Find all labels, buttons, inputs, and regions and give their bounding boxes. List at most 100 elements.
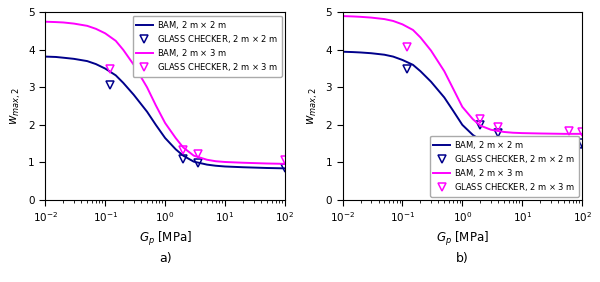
BAM, 2 m $\times$ 2 m (487, 142, 494, 145)
BAM, 2 m $\times$ 2 m (427, 80, 434, 83)
BAM, 2 m $\times$ 2 m (578, 146, 586, 149)
Text: b): b) (456, 252, 469, 265)
GLASS CHECKER, 2 m $\times$ 2 m (565, 140, 572, 144)
BAM, 2 m $\times$ 3 m (449, 87, 457, 90)
BAM, 2 m $\times$ 2 m (70, 57, 77, 61)
BAM, 2 m $\times$ 3 m (578, 132, 586, 136)
Line: BAM, 2 m $\times$ 3 m: BAM, 2 m $\times$ 3 m (343, 16, 582, 134)
BAM, 2 m $\times$ 2 m (221, 165, 229, 168)
Line: GLASS CHECKER, 2 m $\times$ 2 m: GLASS CHECKER, 2 m $\times$ 2 m (106, 81, 289, 173)
BAM, 2 m $\times$ 3 m (500, 130, 508, 134)
BAM, 2 m $\times$ 2 m (263, 166, 271, 170)
BAM, 2 m $\times$ 3 m (190, 154, 197, 157)
BAM, 2 m $\times$ 2 m (469, 133, 476, 137)
BAM, 2 m $\times$ 2 m (101, 67, 109, 70)
BAM, 2 m $\times$ 3 m (263, 162, 271, 165)
BAM, 2 m $\times$ 3 m (417, 36, 424, 39)
BAM, 2 m $\times$ 3 m (83, 24, 91, 28)
BAM, 2 m $\times$ 3 m (459, 105, 466, 109)
BAM, 2 m $\times$ 3 m (179, 146, 187, 149)
BAM, 2 m $\times$ 2 m (119, 81, 127, 85)
BAM, 2 m $\times$ 3 m (440, 70, 448, 73)
BAM, 2 m $\times$ 2 m (440, 96, 448, 99)
BAM, 2 m $\times$ 3 m (152, 104, 160, 107)
BAM, 2 m $\times$ 3 m (70, 22, 77, 25)
GLASS CHECKER, 2 m $\times$ 3 m (565, 129, 572, 133)
X-axis label: $G_p$ [MPa]: $G_p$ [MPa] (436, 230, 489, 248)
BAM, 2 m $\times$ 3 m (92, 27, 100, 30)
BAM, 2 m $\times$ 2 m (52, 55, 59, 59)
BAM, 2 m $\times$ 3 m (509, 131, 517, 135)
BAM, 2 m $\times$ 2 m (143, 110, 151, 113)
Y-axis label: $w_{max,2}$: $w_{max,2}$ (8, 87, 23, 125)
BAM, 2 m $\times$ 2 m (83, 60, 91, 63)
BAM, 2 m $\times$ 2 m (409, 63, 416, 67)
BAM, 2 m $\times$ 3 m (143, 86, 151, 89)
GLASS CHECKER, 2 m $\times$ 2 m (404, 68, 411, 71)
GLASS CHECKER, 2 m $\times$ 2 m (194, 161, 201, 164)
BAM, 2 m $\times$ 3 m (52, 20, 59, 24)
BAM, 2 m $\times$ 2 m (381, 53, 388, 56)
Line: GLASS CHECKER, 2 m $\times$ 3 m: GLASS CHECKER, 2 m $\times$ 3 m (403, 43, 586, 136)
BAM, 2 m $\times$ 3 m (409, 28, 416, 32)
BAM, 2 m $\times$ 3 m (42, 20, 49, 23)
BAM, 2 m $\times$ 2 m (509, 145, 517, 148)
BAM, 2 m $\times$ 3 m (172, 136, 179, 140)
Line: BAM, 2 m $\times$ 3 m: BAM, 2 m $\times$ 3 m (46, 22, 285, 164)
BAM, 2 m $\times$ 2 m (92, 62, 100, 66)
GLASS CHECKER, 2 m $\times$ 2 m (281, 167, 289, 170)
BAM, 2 m $\times$ 2 m (161, 136, 169, 140)
BAM, 2 m $\times$ 3 m (203, 158, 211, 161)
BAM, 2 m $\times$ 3 m (357, 15, 364, 19)
BAM, 2 m $\times$ 2 m (518, 145, 526, 149)
BAM, 2 m $\times$ 3 m (560, 132, 568, 136)
BAM, 2 m $\times$ 2 m (60, 56, 67, 60)
BAM, 2 m $\times$ 3 m (518, 131, 526, 135)
BAM, 2 m $\times$ 2 m (172, 147, 179, 151)
GLASS CHECKER, 2 m $\times$ 2 m (495, 131, 502, 135)
BAM, 2 m $\times$ 2 m (190, 160, 197, 163)
GLASS CHECKER, 2 m $\times$ 3 m (477, 118, 484, 121)
BAM, 2 m $\times$ 2 m (389, 55, 397, 58)
GLASS CHECKER, 2 m $\times$ 3 m (179, 149, 187, 152)
BAM, 2 m $\times$ 2 m (112, 74, 119, 77)
Line: GLASS CHECKER, 2 m $\times$ 2 m: GLASS CHECKER, 2 m $\times$ 2 m (403, 65, 586, 147)
X-axis label: $G_p$ [MPa]: $G_p$ [MPa] (139, 230, 191, 248)
Line: GLASS CHECKER, 2 m $\times$ 3 m: GLASS CHECKER, 2 m $\times$ 3 m (106, 65, 289, 165)
BAM, 2 m $\times$ 3 m (60, 21, 67, 24)
BAM, 2 m $\times$ 3 m (487, 128, 494, 131)
BAM, 2 m $\times$ 3 m (339, 14, 346, 18)
BAM, 2 m $\times$ 2 m (459, 123, 466, 127)
BAM, 2 m $\times$ 3 m (130, 63, 137, 67)
BAM, 2 m $\times$ 3 m (221, 160, 229, 164)
GLASS CHECKER, 2 m $\times$ 3 m (578, 130, 586, 133)
BAM, 2 m $\times$ 2 m (239, 166, 247, 169)
BAM, 2 m $\times$ 3 m (399, 23, 406, 26)
BAM, 2 m $\times$ 3 m (381, 17, 388, 21)
Legend: BAM, 2 m $\times$ 2 m, GLASS CHECKER, 2 m $\times$ 2 m, BAM, 2 m $\times$ 3 m, G: BAM, 2 m $\times$ 2 m, GLASS CHECKER, 2 … (430, 136, 579, 197)
BAM, 2 m $\times$ 2 m (357, 51, 364, 54)
GLASS CHECKER, 2 m $\times$ 3 m (404, 45, 411, 49)
BAM, 2 m $\times$ 3 m (161, 121, 169, 125)
BAM, 2 m $\times$ 2 m (449, 109, 457, 112)
BAM, 2 m $\times$ 3 m (119, 48, 127, 52)
BAM, 2 m $\times$ 3 m (212, 160, 220, 163)
Line: BAM, 2 m $\times$ 2 m: BAM, 2 m $\times$ 2 m (46, 57, 285, 168)
GLASS CHECKER, 2 m $\times$ 3 m (106, 68, 113, 71)
BAM, 2 m $\times$ 3 m (281, 162, 289, 166)
GLASS CHECKER, 2 m $\times$ 2 m (477, 123, 484, 127)
BAM, 2 m $\times$ 2 m (417, 70, 424, 73)
BAM, 2 m $\times$ 2 m (368, 52, 375, 55)
GLASS CHECKER, 2 m $\times$ 2 m (179, 157, 187, 160)
BAM, 2 m $\times$ 2 m (339, 50, 346, 53)
BAM, 2 m $\times$ 2 m (203, 163, 211, 166)
BAM, 2 m $\times$ 3 m (349, 15, 356, 18)
GLASS CHECKER, 2 m $\times$ 3 m (194, 152, 201, 156)
BAM, 2 m $\times$ 2 m (477, 138, 484, 142)
BAM, 2 m $\times$ 2 m (179, 154, 187, 157)
BAM, 2 m $\times$ 2 m (536, 146, 544, 149)
Legend: BAM, 2 m $\times$ 2 m, GLASS CHECKER, 2 m $\times$ 2 m, BAM, 2 m $\times$ 3 m, G: BAM, 2 m $\times$ 2 m, GLASS CHECKER, 2 … (133, 16, 281, 77)
BAM, 2 m $\times$ 2 m (560, 146, 568, 149)
BAM, 2 m $\times$ 3 m (389, 19, 397, 23)
BAM, 2 m $\times$ 3 m (536, 132, 544, 135)
